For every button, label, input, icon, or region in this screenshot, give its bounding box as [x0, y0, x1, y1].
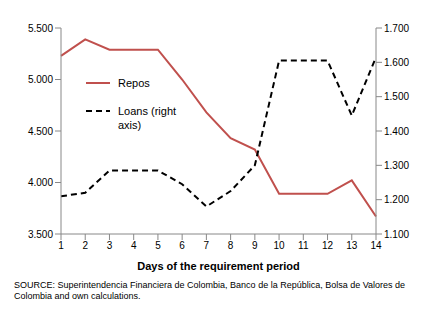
- svg-text:3.500: 3.500: [28, 229, 53, 240]
- svg-text:4.500: 4.500: [28, 126, 53, 137]
- svg-text:9: 9: [252, 240, 258, 251]
- svg-text:7: 7: [204, 240, 210, 251]
- svg-text:1.700: 1.700: [384, 23, 409, 34]
- svg-text:1.400: 1.400: [384, 126, 409, 137]
- html-text:Loans (right axis): Loans (right axis): [118, 105, 177, 131]
- svg-text:4.000: 4.000: [28, 177, 53, 188]
- svg-text:5: 5: [155, 240, 161, 251]
- html-text:Repos: Repos: [118, 77, 150, 89]
- svg-text:1.200: 1.200: [384, 194, 409, 205]
- svg-text:13: 13: [346, 240, 358, 251]
- svg-text:4: 4: [131, 240, 137, 251]
- svg-text:Days of the requirement period: Days of the requirement period: [137, 260, 300, 272]
- svg-text:11: 11: [298, 240, 309, 251]
- svg-text:5.500: 5.500: [28, 23, 53, 34]
- html-text:SOURCE: Superintendencia Finan: SOURCE: Superintendencia Financiera de C…: [14, 280, 406, 301]
- svg-text:5.000: 5.000: [28, 74, 53, 85]
- svg-text:1: 1: [58, 240, 64, 251]
- svg-text:1.500: 1.500: [384, 91, 409, 102]
- svg-text:14: 14: [370, 240, 382, 251]
- svg-text:8: 8: [228, 240, 234, 251]
- svg-text:1.300: 1.300: [384, 160, 409, 171]
- svg-text:2: 2: [82, 240, 88, 251]
- svg-text:12: 12: [322, 240, 334, 251]
- svg-text:1.100: 1.100: [384, 229, 409, 240]
- svg-text:1.600: 1.600: [384, 57, 409, 68]
- svg-text:6: 6: [179, 240, 185, 251]
- svg-text:10: 10: [274, 240, 286, 251]
- svg-text:3: 3: [107, 240, 113, 251]
